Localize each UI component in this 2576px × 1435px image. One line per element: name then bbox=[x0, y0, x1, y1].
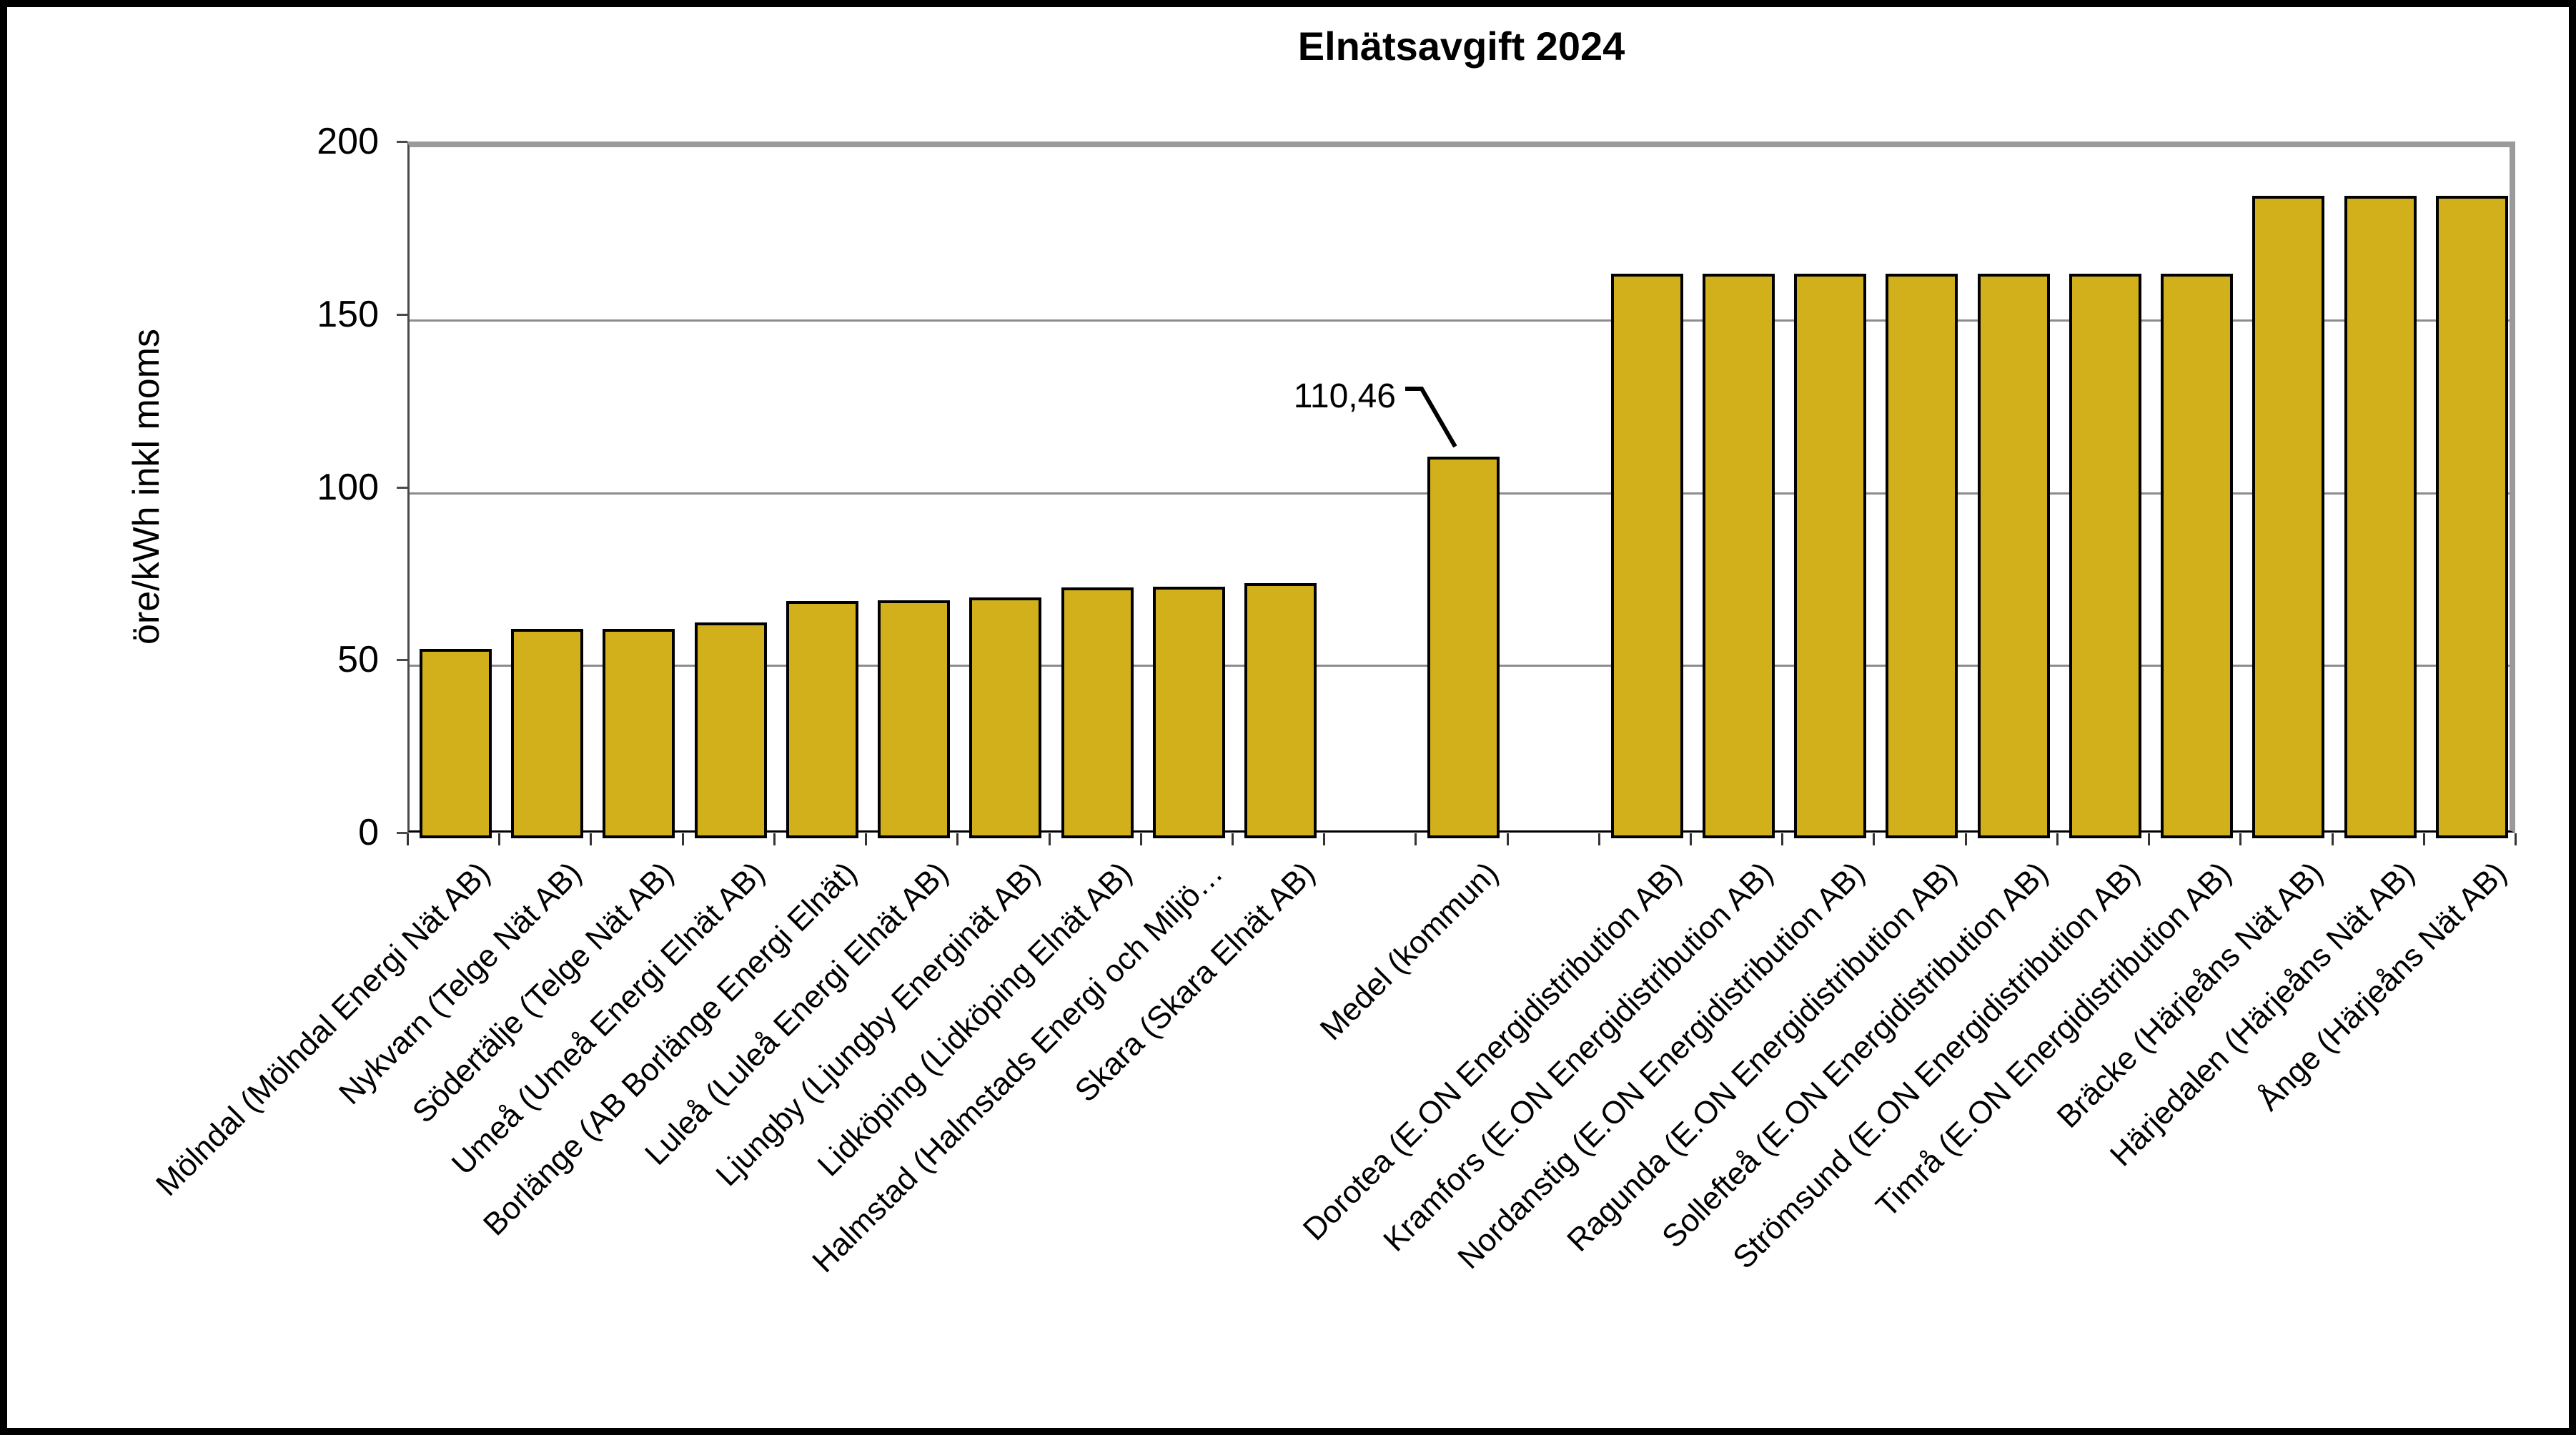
y-tick-label-150: 150 bbox=[317, 293, 379, 335]
bar-Medel (kommun) bbox=[1427, 456, 1500, 838]
y-tick-mark-50 bbox=[397, 659, 407, 662]
x-tick-mark-19 bbox=[2148, 833, 2151, 845]
bar-Ånge (Härjeåns Nät AB) bbox=[2435, 195, 2508, 838]
x-tick-mark-22 bbox=[2422, 833, 2425, 845]
x-tick-mark-15 bbox=[1781, 833, 1784, 845]
bar-Timrå (E.ON Energidistribution AB) bbox=[2161, 274, 2234, 838]
y-tick-mark-200 bbox=[397, 141, 407, 143]
y-tick-label-0: 0 bbox=[358, 812, 379, 853]
x-tick-mark-8 bbox=[1139, 833, 1142, 845]
y-tick-mark-0 bbox=[397, 832, 407, 834]
y-tick-label-200: 200 bbox=[317, 121, 379, 162]
x-tick-mark-10 bbox=[1323, 833, 1326, 845]
x-tick-mark-18 bbox=[2056, 833, 2059, 845]
bar-Mölndal (Mölndal Energi Nät AB) bbox=[420, 649, 492, 838]
x-tick-mark-11 bbox=[1415, 833, 1417, 845]
bar-Umeå (Umeå Energi Elnät AB) bbox=[694, 622, 767, 838]
x-tick-mark-0 bbox=[407, 833, 409, 845]
annotation-label: 110,46 bbox=[1293, 377, 1396, 415]
bar-Halmstad (Halmstads Energi och Miljö… bbox=[1152, 587, 1225, 838]
x-category-label: Mölndal (Mölndal Energi Nät AB) bbox=[149, 855, 497, 1203]
x-tick-mark-9 bbox=[1231, 833, 1234, 845]
x-tick-mark-4 bbox=[773, 833, 776, 845]
x-tick-mark-17 bbox=[1964, 833, 1967, 845]
bar-Dorotea (E.ON Energidistribution AB) bbox=[1610, 274, 1683, 838]
x-tick-mark-14 bbox=[1690, 833, 1693, 845]
bar-Kramfors (E.ON Energidistribution AB) bbox=[1703, 274, 1775, 838]
y-tick-label-100: 100 bbox=[317, 466, 379, 508]
y-tick-label-50: 50 bbox=[337, 639, 379, 681]
bar-Skara (Skara Elnät AB) bbox=[1244, 583, 1317, 838]
x-tick-mark-7 bbox=[1048, 833, 1051, 845]
y-tick-mark-150 bbox=[397, 313, 407, 316]
bar-Härjedalen (Härjeåns Nät AB) bbox=[2344, 195, 2417, 838]
x-tick-mark-13 bbox=[1597, 833, 1600, 845]
x-tick-mark-1 bbox=[498, 833, 501, 845]
x-category-label: Medel (kommun) bbox=[1313, 855, 1505, 1048]
x-tick-mark-3 bbox=[681, 833, 684, 845]
x-tick-mark-12 bbox=[1506, 833, 1509, 845]
bar-Sollefteå (E.ON Energidistribution AB) bbox=[1977, 274, 2050, 838]
x-tick-mark-21 bbox=[2331, 833, 2334, 845]
bar-Bräcke (Härjeåns Nät AB) bbox=[2252, 195, 2325, 838]
bar-Ljungby (Ljungby Energinät AB) bbox=[969, 597, 1042, 838]
bar-Nordanstig (E.ON Energidistribution AB) bbox=[1794, 274, 1867, 838]
bar-Södertälje (Telge Nät AB) bbox=[603, 629, 675, 838]
x-tick-mark-5 bbox=[865, 833, 868, 845]
bar-Ragunda (E.ON Energidistribution AB) bbox=[1886, 274, 1958, 838]
chart-title: Elnätsavgift 2024 bbox=[1297, 24, 1625, 69]
y-tick-mark-100 bbox=[397, 486, 407, 489]
bar-Borlänge (AB Borlänge Energi Elnät) bbox=[786, 601, 858, 838]
x-tick-mark-20 bbox=[2239, 833, 2242, 845]
x-tick-mark-6 bbox=[956, 833, 959, 845]
gridline-150 bbox=[410, 319, 2510, 322]
plot-area bbox=[407, 141, 2515, 838]
bar-Strömsund (E.ON Energidistribution AB) bbox=[2069, 274, 2141, 838]
x-tick-mark-2 bbox=[590, 833, 593, 845]
x-tick-mark-23 bbox=[2515, 833, 2517, 845]
bar-Lidköping (Lidköping Elnät AB) bbox=[1061, 587, 1134, 838]
x-tick-mark-16 bbox=[1873, 833, 1876, 845]
bar-Luleå (Luleå Energi Elnät AB) bbox=[878, 600, 951, 838]
bar-Nykvarn (Telge Nät AB) bbox=[511, 629, 584, 838]
